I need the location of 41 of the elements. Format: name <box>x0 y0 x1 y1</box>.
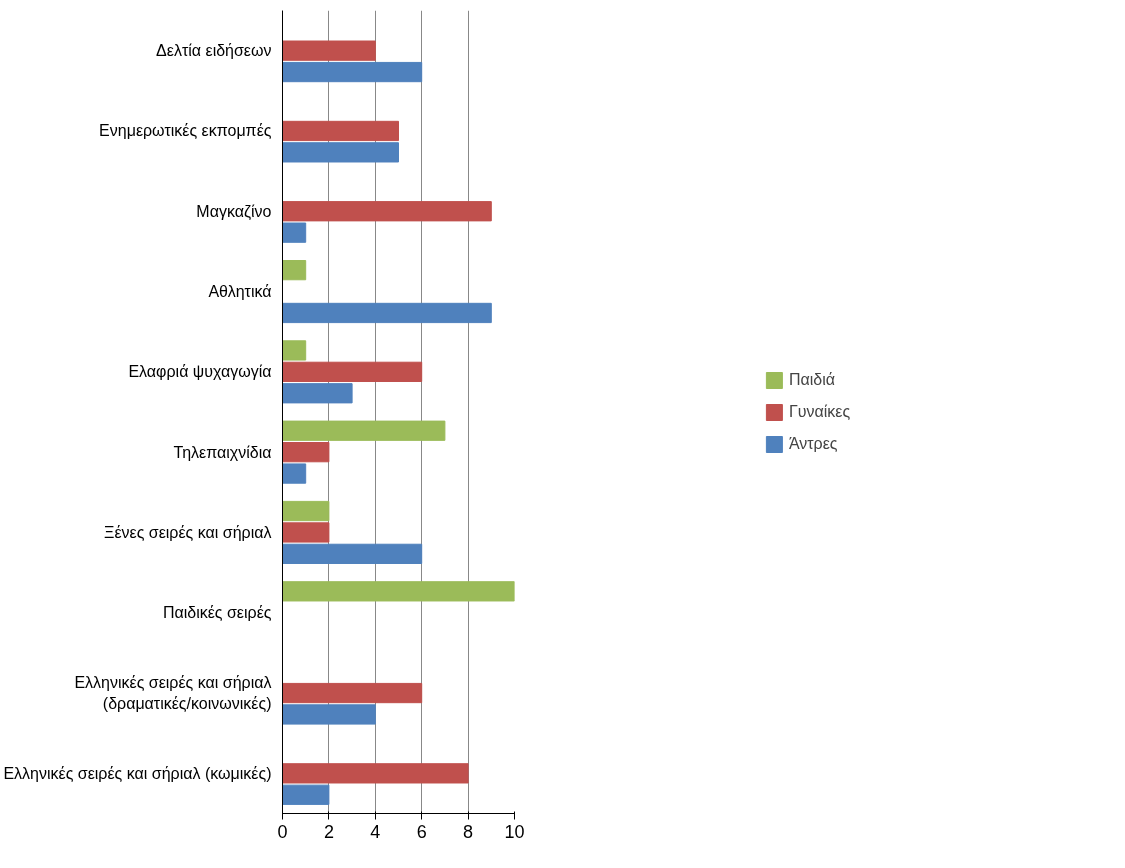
bar <box>282 361 423 382</box>
y-tick-label: Παιδικές σειρές <box>162 604 272 622</box>
bar <box>282 581 515 602</box>
bar <box>282 222 307 243</box>
bar <box>282 142 399 163</box>
x-tick-label: 0 <box>277 821 288 842</box>
bar <box>282 420 446 441</box>
bar <box>282 682 423 704</box>
y-tick-label: Ξένες σειρές και σήριαλ <box>103 523 272 541</box>
y-tick-label: Τηλεπαιχνίδια <box>173 443 272 461</box>
bar <box>282 340 307 361</box>
bar <box>282 522 330 543</box>
bar <box>282 543 423 564</box>
y-tick-label: Αθλητικά <box>208 283 272 301</box>
y-tick-label: Ενημερωτικές εκπομπές <box>99 122 272 140</box>
legend-label: Άντρες <box>788 434 838 453</box>
bar <box>282 500 330 522</box>
bar <box>282 61 423 83</box>
bar <box>282 784 330 805</box>
bar <box>282 463 307 484</box>
bar <box>282 383 353 404</box>
y-tick-label: Δελτία ειδήσεων <box>156 42 272 60</box>
bar <box>282 302 492 324</box>
x-tick-label: 10 <box>504 821 525 842</box>
legend-label: Γυναίκες <box>788 402 851 421</box>
bar <box>282 763 469 784</box>
bar <box>282 442 330 463</box>
x-tick-label: 4 <box>370 821 381 842</box>
bar <box>282 40 376 61</box>
y-tick-label: Ελληνικές σειρές και σήριαλ (κωμικές) <box>3 764 272 782</box>
bar <box>282 201 492 222</box>
x-tick-label: 8 <box>463 821 474 842</box>
x-tick-label: 2 <box>323 821 334 842</box>
y-tick-label: Ελαφριά ψυχαγωγία <box>128 363 272 381</box>
bar <box>282 260 307 281</box>
legend-label: Παιδιά <box>788 370 835 389</box>
y-tick-label: Ελληνικές σειρές και σήριαλ (δραματικές/κοινωνικές) <box>74 674 272 712</box>
bar <box>282 120 399 142</box>
x-tick-label: 6 <box>416 821 427 842</box>
bar <box>282 704 376 725</box>
y-tick-label: Μαγκαζίνο <box>196 202 272 221</box>
